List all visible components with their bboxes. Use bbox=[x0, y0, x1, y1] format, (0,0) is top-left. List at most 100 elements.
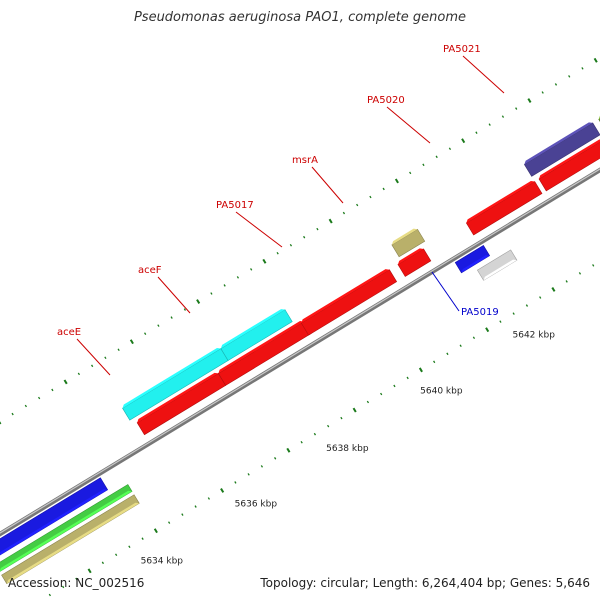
upper-scale-tick-11 bbox=[77, 372, 81, 376]
upper-scale-tick-30 bbox=[328, 218, 333, 224]
upper-scale-tick-20 bbox=[196, 299, 201, 304]
lower-scale-tick-14 bbox=[207, 497, 211, 500]
upper-scale-tick-37 bbox=[422, 163, 425, 167]
cds-olive-msra-highlight bbox=[391, 228, 418, 245]
lower-scale-tick-33 bbox=[459, 344, 462, 348]
upper-scale-tick-12 bbox=[91, 364, 94, 368]
lower-scale-tick-37 bbox=[512, 312, 515, 315]
upper-scale-tick-6 bbox=[11, 412, 14, 416]
lower-scale-tick-15 bbox=[220, 488, 225, 493]
topology-text: Topology: circular; Length: 6,264,404 bp… bbox=[260, 576, 590, 590]
upper-scale-tick-43 bbox=[501, 115, 505, 118]
upper-scale-tick-48 bbox=[568, 75, 571, 78]
gene-label: msrA bbox=[292, 155, 318, 166]
lower-scale-tick-21 bbox=[300, 440, 303, 444]
upper-scale-tick-25 bbox=[262, 258, 267, 264]
lower-scale-tick-10 bbox=[153, 528, 158, 534]
upper-scale-tick-39 bbox=[448, 147, 452, 151]
cds-lightgreen-left-highlight bbox=[0, 490, 133, 572]
cds-cyan-1-highlight bbox=[122, 347, 221, 409]
scale-label: 5642 kbp bbox=[513, 331, 556, 341]
cds-red-1-highlight bbox=[137, 372, 219, 423]
upper-scale-tick-40 bbox=[461, 138, 466, 144]
upper-scale-tick-10 bbox=[63, 379, 68, 385]
upper-scale-tick-32 bbox=[356, 203, 359, 207]
lower-scale-tick-22 bbox=[313, 432, 317, 436]
cds-red-5-highlight bbox=[466, 180, 535, 224]
upper-scale-tick-27 bbox=[289, 243, 293, 247]
lower-scale-tick-23 bbox=[327, 424, 330, 428]
upper-scale-tick-19 bbox=[183, 308, 187, 311]
gene-label: PA5019 bbox=[461, 307, 499, 318]
gene-leader-line bbox=[431, 271, 460, 312]
gene-leader-line bbox=[235, 211, 283, 248]
lower-scale-tick-18 bbox=[260, 465, 264, 468]
lower-scale-tick-34 bbox=[472, 336, 476, 339]
upper-scale-tick-7 bbox=[24, 404, 27, 408]
gene-leader-line bbox=[157, 276, 191, 314]
upper-scale-tick-44 bbox=[515, 107, 518, 110]
upper-scale-tick-17 bbox=[157, 324, 160, 327]
lower-scale-tick-32 bbox=[446, 352, 449, 356]
upper-scale-tick-24 bbox=[250, 268, 253, 271]
lower-scale-tick-5 bbox=[87, 568, 92, 574]
lower-scale-tick-13 bbox=[194, 505, 197, 508]
lower-scale-tick-17 bbox=[247, 473, 250, 476]
upper-scale-tick-31 bbox=[342, 211, 346, 215]
upper-scale-tick-22 bbox=[223, 284, 226, 287]
cds-red-3-highlight bbox=[301, 269, 390, 324]
upper-scale-tick-18 bbox=[170, 316, 173, 319]
upper-scale-tick-23 bbox=[236, 276, 240, 279]
lower-scale-tick-19 bbox=[274, 457, 277, 460]
cds-blue-reverse-highlight bbox=[461, 255, 490, 273]
lower-scale-tick-8 bbox=[128, 545, 131, 549]
lower-scale-tick-30 bbox=[418, 367, 423, 373]
lower-scale-tick-9 bbox=[141, 537, 144, 540]
upper-scale-tick-36 bbox=[409, 171, 412, 175]
lower-scale-tick-7 bbox=[114, 553, 118, 557]
gene-leader-line bbox=[386, 106, 431, 144]
lower-scale-tick-40 bbox=[551, 287, 556, 292]
lower-scale-tick-31 bbox=[433, 360, 436, 364]
lower-scale-tick-29 bbox=[406, 376, 409, 380]
lower-scale-tick-38 bbox=[525, 304, 529, 307]
upper-scale-tick-46 bbox=[541, 91, 544, 94]
lower-scale-tick-16 bbox=[234, 481, 237, 484]
upper-scale-tick-47 bbox=[554, 83, 558, 86]
cds-gray-reverse-highlight bbox=[483, 259, 517, 281]
lower-scale-tick-36 bbox=[499, 320, 502, 323]
map-title: Pseudomonas aeruginosa PAO1, complete ge… bbox=[133, 10, 467, 25]
gene-leader-line bbox=[76, 338, 111, 376]
lower-scale-tick-26 bbox=[366, 400, 370, 404]
lower-scale-tick-39 bbox=[539, 296, 542, 299]
gene-label: aceF bbox=[138, 265, 162, 276]
upper-scale-tick-28 bbox=[303, 235, 306, 239]
gene-leader-line bbox=[462, 55, 505, 94]
upper-scale-tick-38 bbox=[435, 155, 438, 159]
upper-scale-tick-9 bbox=[51, 388, 54, 392]
upper-scale-tick-34 bbox=[382, 187, 385, 191]
lower-scale-tick-43 bbox=[592, 264, 595, 267]
upper-scale-tick-45 bbox=[527, 98, 532, 103]
upper-scale-tick-42 bbox=[488, 123, 491, 126]
upper-scale-tick-41 bbox=[475, 131, 478, 134]
cds-blue-left-highlight bbox=[0, 489, 108, 556]
cds-red-6-highlight bbox=[539, 139, 600, 179]
lower-scale-tick-42 bbox=[578, 272, 582, 275]
genome-backbone-highlight bbox=[0, 168, 600, 534]
cds-navy-highlight bbox=[524, 122, 593, 165]
lower-scale-tick-27 bbox=[380, 392, 383, 396]
scale-label: 5634 kbp bbox=[141, 556, 184, 566]
gene-leader-line bbox=[311, 166, 344, 204]
cds-red-2-highlight bbox=[218, 320, 304, 374]
gene-label: aceE bbox=[57, 327, 81, 338]
accession-text: Accession: NC_002516 bbox=[8, 576, 145, 590]
upper-scale-tick-29 bbox=[316, 227, 319, 231]
upper-scale-tick-15 bbox=[129, 339, 134, 345]
lower-scale-tick-3 bbox=[61, 585, 65, 589]
gene-label: PA5020 bbox=[367, 95, 405, 106]
upper-scale-tick-26 bbox=[276, 251, 279, 255]
scale-label: 5640 kbp bbox=[420, 387, 463, 397]
